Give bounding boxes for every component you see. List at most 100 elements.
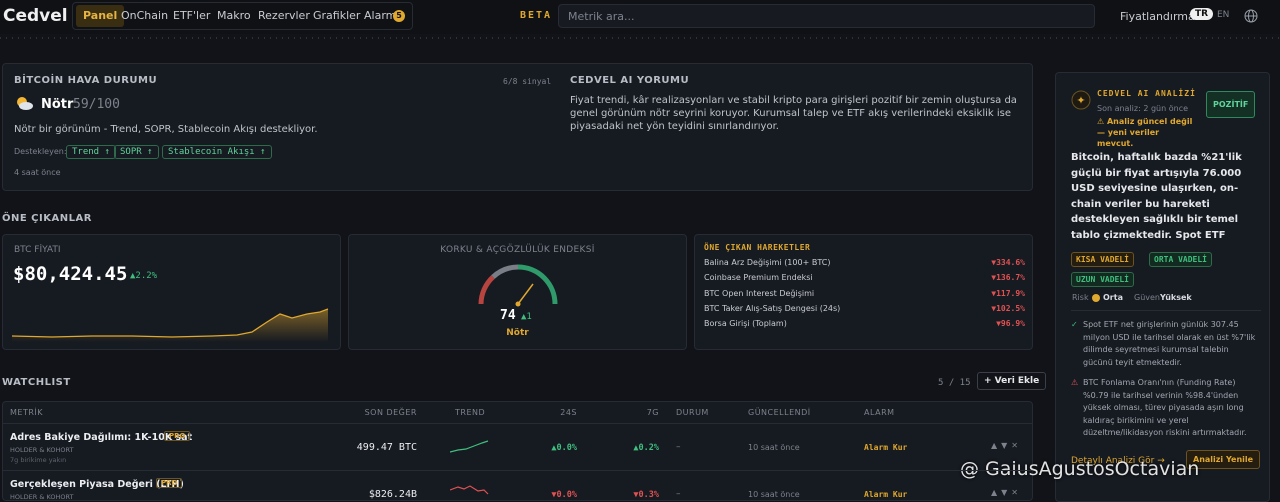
fear-greed-gauge [478, 264, 558, 307]
fear-greed-change: ▲1 [521, 312, 532, 322]
ai-warning: ⚠ Analiz güncel değil — yeni veriler mev… [1097, 117, 1193, 148]
nav-item[interactable]: Grafikler [313, 9, 361, 22]
ai-bullet: Spot ETF net girişlerinin günlük 307.45 … [1083, 320, 1256, 367]
nav-item[interactable]: OnChain [121, 9, 169, 22]
weather-icon [17, 97, 33, 110]
column-header: SON DEĞER [364, 408, 417, 417]
search-box[interactable] [558, 4, 1095, 28]
mover-name: BTC Taker Alış-Satış Dengesi (24s) [704, 303, 841, 313]
mover-change: ▼102.5% [991, 303, 1025, 313]
pro-badge: PRO [164, 431, 191, 441]
alarm-button[interactable]: Alarm Kur [864, 443, 908, 452]
search-placeholder: Metrik ara... [568, 10, 635, 23]
alarm-badge: 5 [393, 10, 405, 22]
lang-tr[interactable]: TR [1190, 8, 1214, 20]
weather-title: BİTCOİN HAVA DURUMU [14, 75, 158, 86]
pro-badge: PRO [156, 478, 183, 488]
horizon-chip: UZUN VADELİ [1071, 272, 1134, 287]
section-title: WATCHLIST [2, 377, 71, 388]
weather-card [2, 63, 1033, 191]
watchlist-count: 5 / 15 [938, 378, 971, 388]
support-chip: Stablecoin Akışı ↑ [162, 145, 272, 159]
svg-text:✦: ✦ [1076, 94, 1085, 107]
mover-change: ▼334.6% [991, 258, 1025, 267]
watchlist-table [2, 401, 1033, 501]
row-actions[interactable]: ▲▼✕ [991, 441, 1023, 450]
metric-category: HOLDER & KOHORT [10, 446, 74, 454]
metric-name[interactable]: Gerçekleşen Piyasa Değeri (LTH) [10, 479, 184, 490]
mover-change: ▼96.9% [996, 319, 1025, 329]
supporting-label: Destekleyen: [14, 147, 67, 156]
movers-card [694, 234, 1033, 350]
mover-name: Balina Arz Değişimi (100+ BTC) [704, 258, 831, 267]
add-button[interactable]: + Veri Ekle [977, 372, 1047, 390]
column-header: TREND [455, 408, 486, 417]
column-header: 24S [560, 408, 577, 417]
sentiment-badge: POZİTİF [1206, 91, 1256, 118]
alarm-button[interactable]: Alarm Kur [864, 490, 908, 499]
support-chip: SOPR ↑ [114, 145, 159, 159]
nav-bar [72, 2, 413, 30]
updated: 10 saat önce [748, 443, 800, 452]
bullet-icon: ⚠ [1071, 378, 1079, 387]
refresh-button[interactable]: Analizi Yenile [1186, 450, 1261, 469]
horizon-chip: ORTA VADELİ [1149, 252, 1212, 267]
last-value: $826.24B [368, 489, 417, 500]
status: – [676, 489, 681, 499]
weather-summary: Nötr bir görünüm - Trend, SOPR, Stableco… [14, 124, 318, 135]
ai-bullet: BTC Fonlama Oranı'nın (Funding Rate) %0.… [1083, 378, 1247, 437]
confidence-value: Yüksek [1160, 293, 1192, 302]
updated: 10 saat önce [748, 490, 800, 499]
btc-price: $80,424.45 [13, 263, 128, 285]
beta-label: BETA [520, 10, 553, 21]
nav-item[interactable]: ETF'ler [173, 9, 211, 22]
logo[interactable]: Cedvel [3, 6, 68, 26]
mover-change: ▼117.9% [991, 288, 1025, 298]
detail-link[interactable]: Detaylı Analizi Gör → [1071, 456, 1165, 466]
btc-sparkline [12, 308, 329, 342]
pricing-link[interactable]: Fiyatlandırma [1120, 10, 1195, 23]
risk-label: Risk [1072, 293, 1089, 302]
column-header: DURUM [676, 408, 709, 417]
nav-item[interactable]: Panel [76, 5, 125, 27]
ai-comment-title: CEDVEL AI YORUMU [570, 75, 690, 86]
btc-label: BTC FİYATI [14, 245, 61, 255]
fear-greed-value: 74 [500, 308, 516, 323]
section-title: ÖNE ÇIKANLAR [2, 213, 92, 224]
change-7g: ▲0.2% [633, 443, 659, 453]
metric-name[interactable]: Adres Bakiye Dağılımı: 1K-10K sat [10, 432, 193, 443]
lang-en[interactable]: EN [1217, 10, 1230, 20]
btc-change: ▲2.2% [130, 271, 158, 281]
nav-item[interactable]: Rezervler [258, 9, 310, 22]
divider [1071, 310, 1261, 311]
fear-greed-label: KORKU & AÇGÖZLÜLÜK ENDEKSİ [440, 245, 595, 255]
movers-title: ÖNE ÇIKAN HAREKETLER [704, 243, 811, 252]
metric-category: HOLDER & KOHORT [10, 493, 74, 501]
column-header: METRİK [10, 408, 44, 417]
risk-value: Orta [1103, 293, 1123, 302]
fear-greed-card [348, 234, 687, 350]
change-24s: ▼0.0% [551, 490, 577, 500]
change-24s: ▲0.0% [551, 443, 577, 453]
horizon-chip: KISA VADELİ [1071, 252, 1134, 267]
watermark: @ GaiusAgustosOctavian [960, 458, 1200, 480]
mover-change: ▼136.7% [991, 273, 1025, 283]
nav-item[interactable]: Alarm [364, 9, 397, 22]
row-divider [3, 470, 1032, 471]
trend-sparkline [450, 440, 489, 453]
globe-icon[interactable] [1244, 9, 1258, 23]
last-value: 499.47 BTC [356, 442, 417, 453]
signal-count: 6/8 sinyal [503, 77, 552, 86]
weather-score: 59/100 [73, 97, 120, 112]
row-actions[interactable]: ▲▼✕ [991, 488, 1023, 497]
weather-state: Nötr [41, 97, 74, 112]
risk-dot [1092, 294, 1100, 302]
weather-time: 4 saat önce [14, 168, 61, 177]
support-chip: Trend ↑ [66, 145, 116, 159]
confidence-label: Güven [1134, 293, 1160, 302]
trend-sparkline [450, 485, 489, 495]
ruler-line [0, 37, 1280, 39]
row-divider [3, 423, 1032, 424]
nav-item[interactable]: Makro [217, 9, 251, 22]
